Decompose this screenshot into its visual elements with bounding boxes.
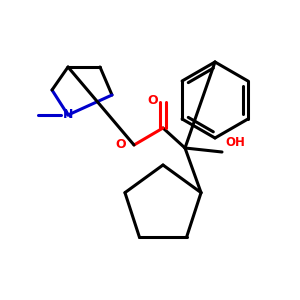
Text: OH: OH (225, 136, 245, 149)
Text: O: O (116, 139, 126, 152)
Text: N: N (63, 109, 73, 122)
Text: O: O (148, 94, 158, 107)
